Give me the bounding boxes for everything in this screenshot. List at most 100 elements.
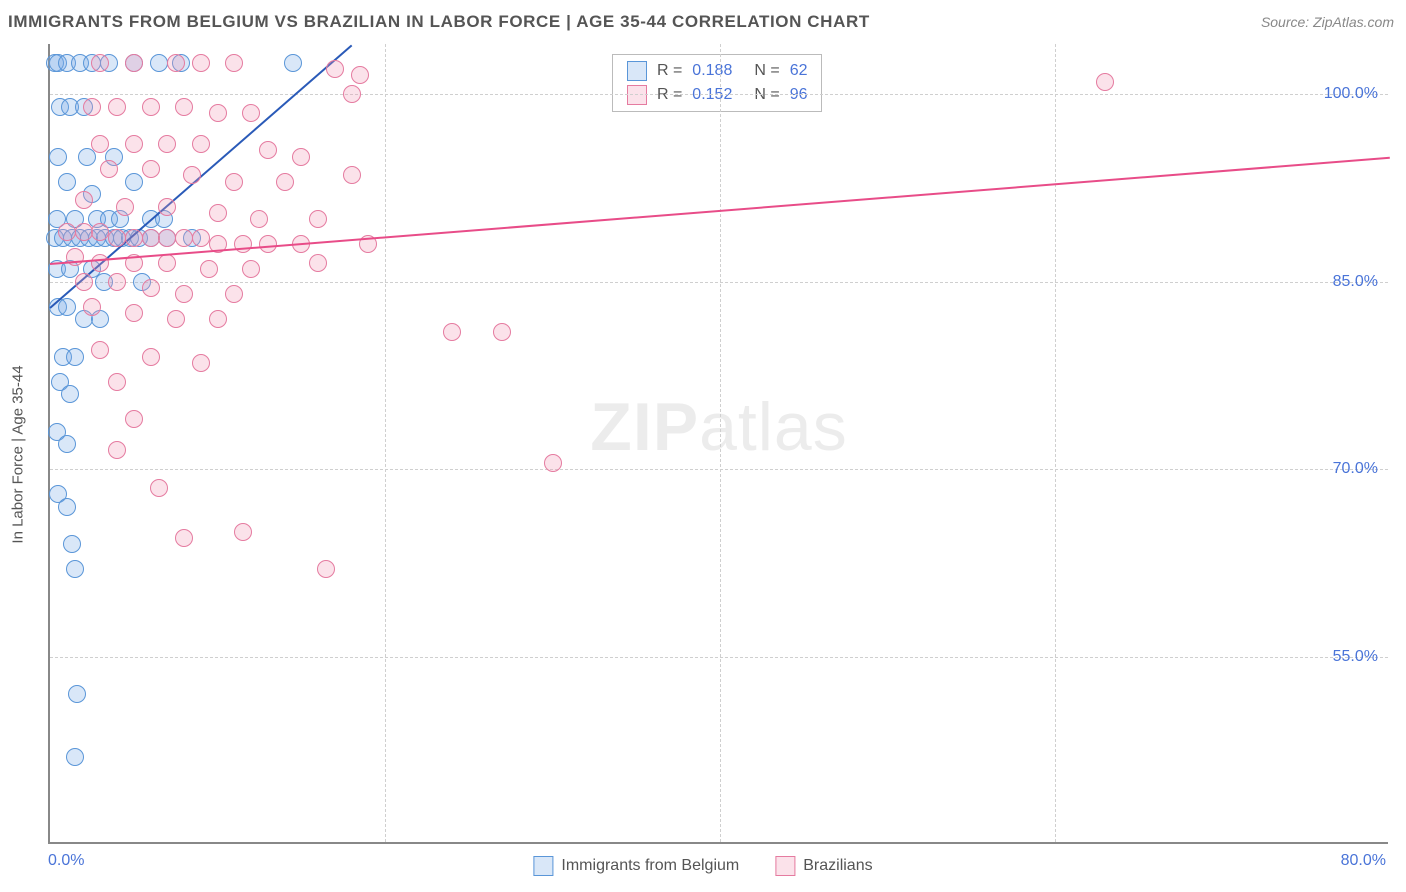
data-point-brazil [343,166,361,184]
data-point-brazil [225,54,243,72]
stats-label: N = [754,62,779,80]
y-tick-label: 70.0% [1333,460,1378,478]
data-point-brazil [100,160,118,178]
data-point-brazil [125,54,143,72]
data-point-brazil [91,135,109,153]
data-point-belgium [58,173,76,191]
stats-r-brazil: 0.152 [692,86,732,104]
data-point-brazil [343,85,361,103]
data-point-brazil [259,141,277,159]
data-point-belgium [68,685,86,703]
stats-label: R = [657,86,682,104]
gridline-horizontal [50,657,1388,658]
data-point-brazil [125,410,143,428]
data-point-brazil [108,273,126,291]
data-point-belgium [125,173,143,191]
data-point-brazil [200,260,218,278]
source-attribution: Source: ZipAtlas.com [1261,14,1394,30]
data-point-brazil [158,135,176,153]
data-point-brazil [209,104,227,122]
data-point-brazil [192,229,210,247]
stats-n-belgium: 62 [790,62,808,80]
x-axis-min-label: 0.0% [48,852,84,870]
gridline-vertical [1055,44,1056,842]
data-point-brazil [250,210,268,228]
gridline-vertical [720,44,721,842]
stats-label: N = [754,86,779,104]
data-point-brazil [75,223,93,241]
data-point-brazil [234,523,252,541]
data-point-brazil [108,441,126,459]
legend-item-belgium: Immigrants from Belgium [533,856,739,876]
bottom-legend: Immigrants from Belgium Brazilians [533,856,872,876]
data-point-brazil [142,98,160,116]
data-point-brazil [351,66,369,84]
data-point-brazil [209,310,227,328]
data-point-belgium [66,560,84,578]
data-point-brazil [192,135,210,153]
data-point-brazil [309,210,327,228]
data-point-belgium [66,748,84,766]
data-point-brazil [317,560,335,578]
data-point-brazil [83,98,101,116]
data-point-brazil [108,229,126,247]
data-point-brazil [326,60,344,78]
data-point-brazil [158,198,176,216]
data-point-brazil [91,54,109,72]
y-axis-label: In Labor Force | Age 35-44 [10,365,27,543]
data-point-brazil [234,235,252,253]
chart-title: IMMIGRANTS FROM BELGIUM VS BRAZILIAN IN … [8,12,870,32]
data-point-brazil [192,54,210,72]
data-point-brazil [150,479,168,497]
data-point-brazil [192,354,210,372]
data-point-brazil [183,166,201,184]
data-point-brazil [158,229,176,247]
data-point-belgium [58,435,76,453]
legend-label: Immigrants from Belgium [561,857,739,875]
data-point-brazil [544,454,562,472]
data-point-brazil [91,254,109,272]
stats-row-belgium: R = 0.188 N = 62 [627,59,808,83]
data-point-brazil [292,148,310,166]
y-tick-label: 85.0% [1333,273,1378,291]
data-point-brazil [75,191,93,209]
legend-label: Brazilians [803,857,872,875]
data-point-belgium [66,348,84,366]
data-point-brazil [75,273,93,291]
data-point-belgium [63,535,81,553]
data-point-brazil [175,229,193,247]
data-point-brazil [91,223,109,241]
stats-row-brazil: R = 0.152 N = 96 [627,83,808,107]
gridline-horizontal [50,469,1388,470]
swatch-brazil [775,856,795,876]
y-tick-label: 100.0% [1324,85,1378,103]
y-tick-label: 55.0% [1333,648,1378,666]
data-point-belgium [284,54,302,72]
data-point-brazil [142,348,160,366]
data-point-brazil [142,229,160,247]
stats-n-brazil: 96 [790,86,808,104]
legend-item-brazil: Brazilians [775,856,872,876]
data-point-belgium [49,148,67,166]
data-point-brazil [175,529,193,547]
data-point-belgium [58,498,76,516]
data-point-brazil [125,229,143,247]
data-point-brazil [175,98,193,116]
gridline-horizontal [50,282,1388,283]
data-point-brazil [58,223,76,241]
scatter-plot-area: ZIPatlas R = 0.188 N = 62 R = 0.152 N = … [48,44,1388,844]
data-point-brazil [167,310,185,328]
x-axis-max-label: 80.0% [1341,852,1386,870]
stats-legend-box: R = 0.188 N = 62 R = 0.152 N = 96 [612,54,823,112]
data-point-brazil [91,341,109,359]
data-point-brazil [225,173,243,191]
swatch-belgium [533,856,553,876]
watermark: ZIPatlas [590,388,847,466]
gridline-horizontal [50,94,1388,95]
data-point-brazil [125,304,143,322]
data-point-brazil [125,135,143,153]
data-point-belgium [61,385,79,403]
data-point-brazil [443,323,461,341]
data-point-brazil [1096,73,1114,91]
data-point-brazil [259,235,277,253]
